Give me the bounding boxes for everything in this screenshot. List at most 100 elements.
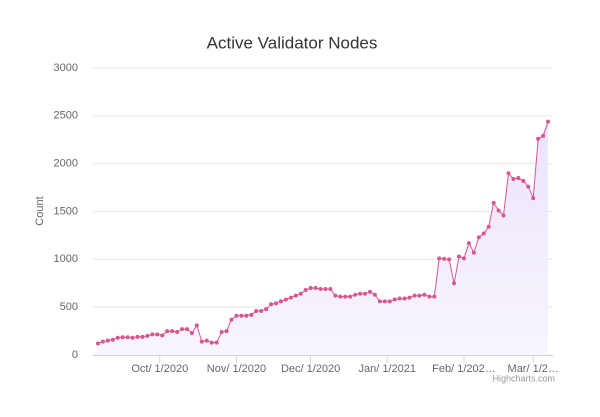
point-marker [135,334,140,339]
point-marker [244,313,249,318]
point-marker [160,333,165,338]
point-marker [481,231,486,236]
point-marker [536,136,541,141]
point-marker [110,337,115,342]
x-tick-label: Oct/ 1/2020 [131,363,188,375]
point-marker [323,286,328,291]
point-marker [293,293,298,298]
point-marker [526,184,531,189]
point-marker [358,291,363,296]
point-marker [333,293,338,298]
point-marker [546,119,551,124]
point-marker [189,330,194,335]
point-marker [457,254,462,259]
x-tick-label: Jan/ 1/2021 [359,363,417,375]
point-marker [298,291,303,296]
point-marker [145,333,150,338]
point-marker [348,294,353,299]
x-tick-label: Feb/ 1/202… [432,363,496,375]
point-marker [353,292,358,297]
point-marker [130,335,135,340]
point-marker [209,340,214,345]
point-marker [269,302,274,307]
point-marker [501,213,506,218]
chart-title: Active Validator Nodes [207,33,378,52]
point-marker [125,335,130,340]
point-marker [259,308,264,313]
x-tick-label: Nov/ 1/2020 [207,363,266,375]
point-marker [511,176,516,181]
point-marker [115,335,120,340]
point-marker [417,293,422,298]
point-marker [278,299,283,304]
point-marker [382,299,387,304]
point-marker [427,294,432,299]
x-tick-label: Dec/ 1/2020 [281,363,340,375]
point-marker [491,200,496,205]
x-tick-label: Mar/ 1/2… [508,363,559,375]
area-fill [97,121,549,355]
y-tick-label: 1500 [54,205,78,217]
point-marker [175,330,180,335]
point-marker [155,332,160,337]
point-marker [318,286,323,291]
point-marker [442,256,447,261]
point-marker [234,313,239,318]
credits: Highcharts.com [492,373,555,383]
point-marker [328,286,333,291]
point-marker [95,341,100,346]
point-marker [506,171,511,176]
point-marker [338,294,343,299]
point-marker [214,340,219,345]
point-marker [476,235,481,240]
point-marker [387,299,392,304]
point-marker [531,196,536,201]
point-marker [343,294,348,299]
y-tick-label: 3000 [54,62,78,74]
point-marker [204,338,209,343]
point-marker [140,334,145,339]
point-marker [254,308,259,313]
point-marker [461,256,466,261]
point-marker [496,208,501,213]
point-marker [521,178,526,183]
point-marker [363,291,368,296]
y-tick-label: 0 [72,349,78,361]
point-marker [283,297,288,302]
y-tick-label: 500 [60,301,78,313]
point-marker [150,332,155,337]
point-marker [407,295,412,300]
point-marker [377,299,382,304]
point-marker [274,301,279,306]
point-marker [367,289,372,294]
point-marker [541,133,546,138]
point-marker [199,339,204,344]
y-tick-label: 2500 [54,110,78,122]
point-marker [486,224,491,229]
point-marker [170,329,175,334]
point-marker [437,256,442,261]
point-marker [447,257,452,262]
point-marker [229,317,234,322]
point-marker [422,292,427,297]
point-marker [194,323,199,328]
point-marker [412,293,417,298]
y-tick-label: 1000 [54,253,78,265]
point-marker [249,312,254,317]
point-marker [219,330,224,335]
point-marker [184,327,189,332]
point-marker [372,292,377,297]
point-marker [308,286,313,291]
point-marker [432,294,437,299]
point-marker [303,287,308,292]
point-marker [313,286,318,291]
point-marker [397,296,402,301]
point-marker [516,176,521,181]
point-marker [165,329,170,334]
point-marker [466,241,471,246]
point-marker [105,338,110,343]
point-marker [264,307,269,312]
point-marker [120,335,125,340]
y-axis-label: Count [34,196,46,225]
